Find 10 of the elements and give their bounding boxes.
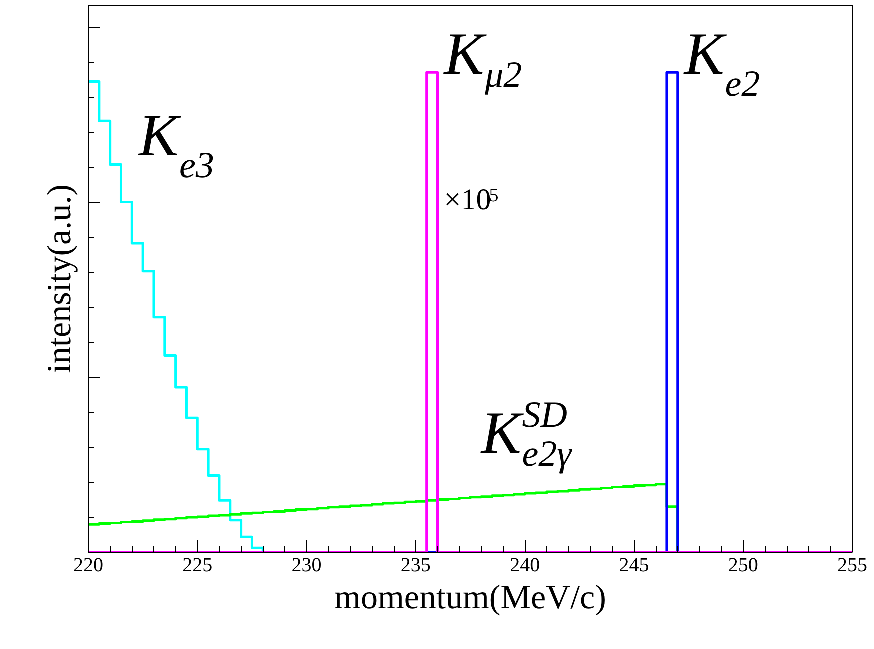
x-tick-label: 255	[838, 554, 868, 576]
x-tick-label: 230	[292, 554, 322, 576]
x-tick-label: 235	[400, 554, 431, 576]
x-tick-label: 225	[182, 554, 213, 576]
x-tick-label: 240	[510, 554, 540, 576]
x-tick-label: 245	[619, 554, 650, 576]
x-axis-title: momentum(MeV/c)	[334, 580, 606, 616]
x-tick-label: 220	[74, 554, 104, 576]
x-tick-label: 250	[728, 554, 758, 576]
y-axis-title: intensity(a.u.)	[42, 184, 78, 374]
